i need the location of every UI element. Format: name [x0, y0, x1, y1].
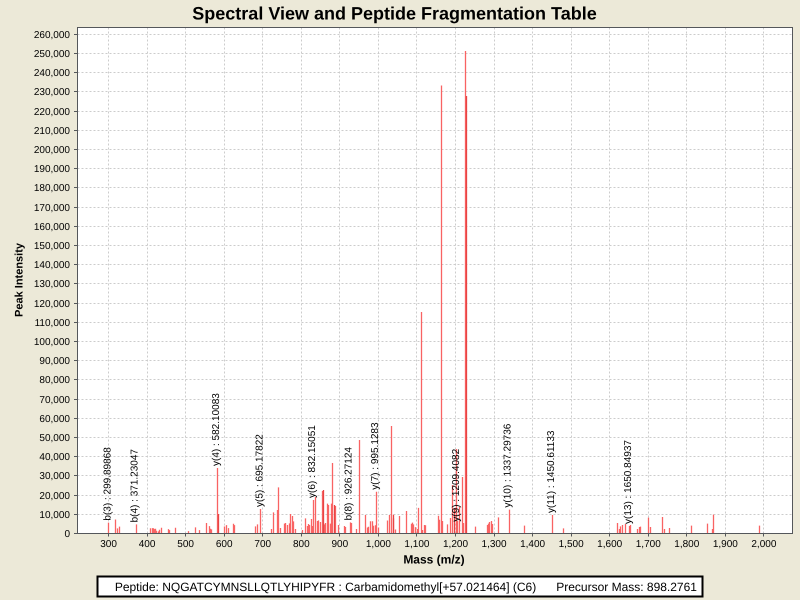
- svg-text:240,000: 240,000: [34, 68, 71, 79]
- svg-text:2,000: 2,000: [751, 539, 776, 550]
- svg-text:900: 900: [332, 539, 349, 550]
- svg-text:y(11) : 1450.61133: y(11) : 1450.61133: [546, 430, 557, 513]
- svg-text:1,200: 1,200: [443, 539, 468, 550]
- svg-text:160,000: 160,000: [34, 222, 71, 233]
- svg-text:1,300: 1,300: [482, 539, 507, 550]
- svg-text:y(9) : 1209.4082: y(9) : 1209.4082: [451, 448, 462, 521]
- svg-text:110,000: 110,000: [35, 318, 71, 329]
- svg-text:20,000: 20,000: [39, 491, 70, 502]
- svg-text:180,000: 180,000: [34, 183, 71, 194]
- svg-text:220,000: 220,000: [34, 107, 71, 118]
- svg-text:1,100: 1,100: [404, 539, 429, 550]
- svg-text:250,000: 250,000: [34, 49, 71, 60]
- svg-text:60,000: 60,000: [39, 414, 70, 425]
- svg-text:150,000: 150,000: [34, 241, 71, 252]
- svg-text:y(4) : 582.10083: y(4) : 582.10083: [211, 393, 222, 466]
- svg-text:1,800: 1,800: [674, 539, 699, 550]
- svg-text:230,000: 230,000: [34, 87, 71, 98]
- svg-text:0: 0: [64, 529, 70, 540]
- svg-text:800: 800: [293, 539, 310, 550]
- svg-text:y(10) : 1337.29736: y(10) : 1337.29736: [502, 423, 513, 507]
- svg-text:y(5) : 695.17822: y(5) : 695.17822: [254, 434, 265, 507]
- svg-text:y(13) : 1650.84937: y(13) : 1650.84937: [623, 440, 634, 524]
- svg-text:300: 300: [100, 539, 117, 550]
- svg-text:80,000: 80,000: [39, 375, 70, 386]
- svg-text:Peptide: NQGATCYMNSLLQTLYHIPYF: Peptide: NQGATCYMNSLLQTLYHIPYFR : Carbam…: [115, 580, 697, 594]
- svg-text:210,000: 210,000: [34, 126, 71, 137]
- svg-text:70,000: 70,000: [39, 395, 70, 406]
- svg-text:40,000: 40,000: [39, 452, 70, 463]
- svg-text:260,000: 260,000: [34, 30, 71, 41]
- svg-text:400: 400: [139, 539, 156, 550]
- svg-text:y(7) : 995.1283: y(7) : 995.1283: [370, 422, 381, 490]
- svg-text:50,000: 50,000: [39, 433, 70, 444]
- svg-text:500: 500: [177, 539, 194, 550]
- svg-text:y(6) : 832.15051: y(6) : 832.15051: [307, 425, 318, 498]
- svg-text:1,900: 1,900: [713, 539, 738, 550]
- svg-text:b(8) : 926.27124: b(8) : 926.27124: [344, 447, 355, 521]
- svg-text:30,000: 30,000: [39, 471, 70, 482]
- svg-text:700: 700: [254, 539, 271, 550]
- svg-text:170,000: 170,000: [34, 203, 71, 214]
- svg-text:b(4) : 371.23047: b(4) : 371.23047: [130, 449, 141, 523]
- svg-text:140,000: 140,000: [34, 260, 71, 271]
- svg-text:Spectral View and Peptide Frag: Spectral View and Peptide Fragmentation …: [192, 3, 596, 23]
- svg-text:Mass (m/z): Mass (m/z): [403, 553, 464, 567]
- svg-text:120,000: 120,000: [34, 299, 71, 310]
- svg-text:1,000: 1,000: [366, 539, 391, 550]
- svg-text:190,000: 190,000: [34, 164, 71, 175]
- svg-text:1,400: 1,400: [520, 539, 545, 550]
- svg-text:1,600: 1,600: [597, 539, 622, 550]
- svg-text:1,500: 1,500: [559, 539, 584, 550]
- svg-text:1,700: 1,700: [636, 539, 661, 550]
- svg-text:90,000: 90,000: [39, 356, 70, 367]
- svg-text:Peak Intensity: Peak Intensity: [13, 242, 25, 317]
- svg-text:600: 600: [216, 539, 233, 550]
- svg-text:100,000: 100,000: [34, 337, 71, 348]
- svg-text:10,000: 10,000: [39, 510, 70, 521]
- svg-text:b(3) : 299.89868: b(3) : 299.89868: [102, 447, 113, 521]
- svg-text:200,000: 200,000: [34, 145, 71, 156]
- svg-text:130,000: 130,000: [34, 279, 71, 290]
